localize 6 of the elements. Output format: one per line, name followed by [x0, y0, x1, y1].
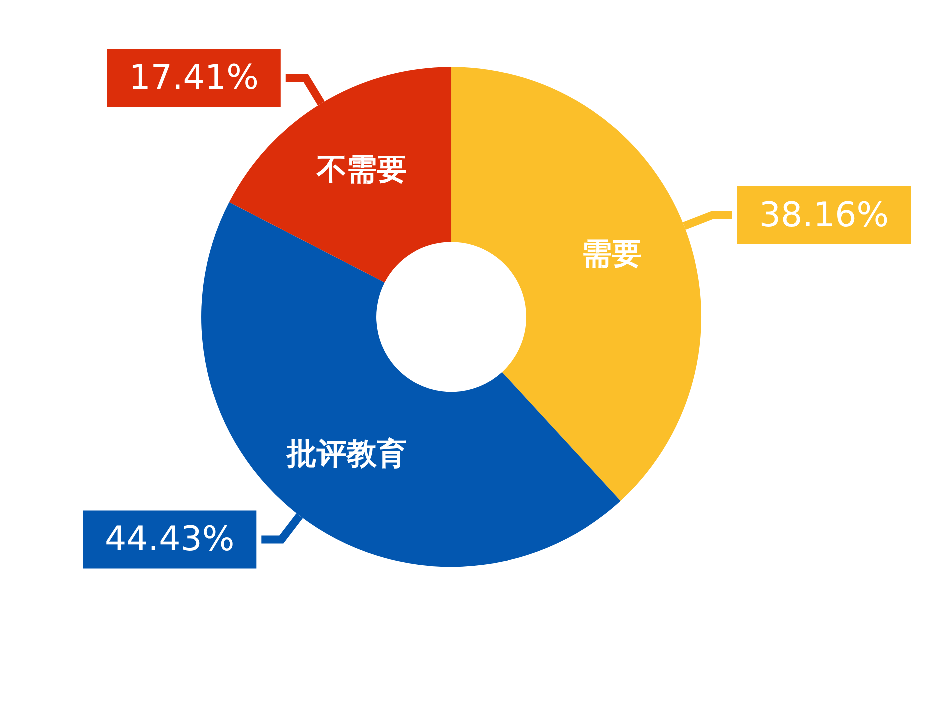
data-label: 38.16% — [759, 195, 890, 236]
data-label: 17.41% — [129, 58, 259, 98]
slice-label: 批评教育 — [286, 436, 407, 471]
slice-label: 需要 — [582, 238, 642, 271]
data-label: 44.43% — [104, 520, 235, 560]
slice-label: 不需要 — [316, 153, 407, 186]
